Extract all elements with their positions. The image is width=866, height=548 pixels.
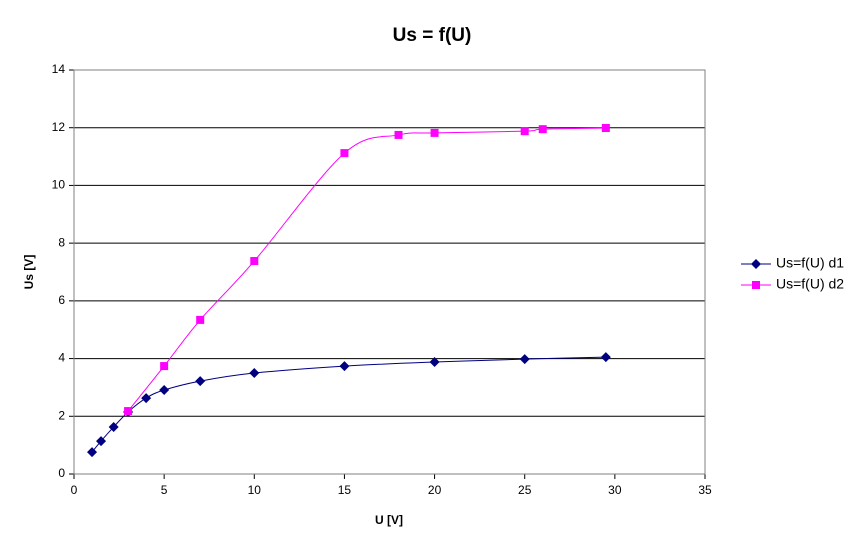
data-point bbox=[340, 149, 348, 157]
legend-marker bbox=[752, 281, 760, 289]
data-point bbox=[141, 393, 151, 403]
x-tick-label: 10 bbox=[248, 483, 262, 497]
data-point bbox=[395, 131, 403, 139]
data-point bbox=[602, 124, 610, 132]
data-point bbox=[339, 361, 349, 371]
page: Us = f(U) U [V] Us [V] 0 2 4 6 8 10 12 14 0 5 10 15… bbox=[0, 0, 866, 548]
series-line bbox=[128, 128, 606, 411]
chart: Us = f(U) U [V] Us [V] 0 2 4 6 8 10 12 14 0 5 10 15… bbox=[0, 0, 866, 548]
x-tick-label: 35 bbox=[698, 483, 712, 497]
data-point bbox=[520, 354, 530, 364]
data-point bbox=[160, 362, 168, 370]
data-point bbox=[87, 447, 97, 457]
data-point bbox=[539, 125, 547, 133]
x-tick-label: 30 bbox=[608, 483, 622, 497]
series-line bbox=[92, 357, 606, 452]
data-point bbox=[431, 129, 439, 137]
x-tick-label: 25 bbox=[518, 483, 532, 497]
data-point bbox=[195, 376, 205, 386]
data-point bbox=[521, 127, 529, 135]
data-point bbox=[601, 352, 611, 362]
y-tick-label: 2 bbox=[58, 408, 65, 422]
x-tick-label: 20 bbox=[428, 483, 442, 497]
plot-frame bbox=[74, 70, 705, 474]
x-tick-label: 15 bbox=[338, 483, 352, 497]
x-tick-label: 5 bbox=[161, 483, 168, 497]
chart-title: Us = f(U) bbox=[393, 25, 472, 46]
x-axis-title: U [V] bbox=[375, 513, 403, 527]
y-tick-label: 6 bbox=[58, 293, 65, 307]
legend-label: Us=f(U) d2 bbox=[776, 276, 844, 292]
y-tick-label: 10 bbox=[52, 178, 66, 192]
data-point bbox=[250, 257, 258, 265]
x-tick-label: 0 bbox=[71, 483, 78, 497]
y-tick-label: 4 bbox=[58, 351, 65, 365]
y-tick-label: 14 bbox=[52, 62, 66, 76]
y-tick-label: 12 bbox=[52, 120, 66, 134]
data-point bbox=[124, 407, 132, 415]
y-tick-label: 8 bbox=[58, 235, 65, 249]
data-point bbox=[196, 316, 204, 324]
data-point bbox=[159, 385, 169, 395]
y-axis-title: Us [V] bbox=[22, 255, 36, 290]
legend-marker bbox=[751, 259, 761, 269]
legend-label: Us=f(U) d1 bbox=[776, 255, 844, 271]
data-point bbox=[249, 368, 259, 378]
y-tick-label: 0 bbox=[58, 466, 65, 480]
